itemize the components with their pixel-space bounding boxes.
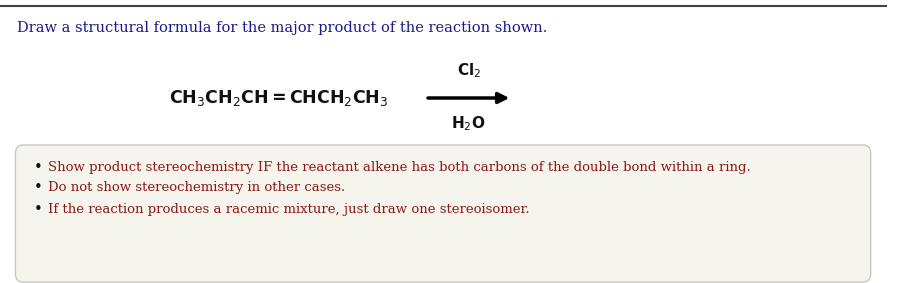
Text: H$_2$O: H$_2$O <box>451 114 486 133</box>
Text: Draw a structural formula for the major product of the reaction shown.: Draw a structural formula for the major … <box>17 21 547 35</box>
Text: •: • <box>34 201 42 216</box>
Text: Show product stereochemistry IF the reactant alkene has both carbons of the doub: Show product stereochemistry IF the reac… <box>49 160 751 173</box>
Text: Do not show stereochemistry in other cases.: Do not show stereochemistry in other cas… <box>49 181 346 194</box>
FancyBboxPatch shape <box>16 145 871 282</box>
Text: Cl$_2$: Cl$_2$ <box>457 61 481 80</box>
Text: •: • <box>34 160 42 175</box>
Text: If the reaction produces a racemic mixture, just draw one stereoisomer.: If the reaction produces a racemic mixtu… <box>49 203 530 215</box>
Text: •: • <box>34 181 42 196</box>
Text: CH$_3$CH$_2$CH$\mathbf{=}$CHCH$_2$CH$_3$: CH$_3$CH$_2$CH$\mathbf{=}$CHCH$_2$CH$_3$ <box>169 88 389 108</box>
